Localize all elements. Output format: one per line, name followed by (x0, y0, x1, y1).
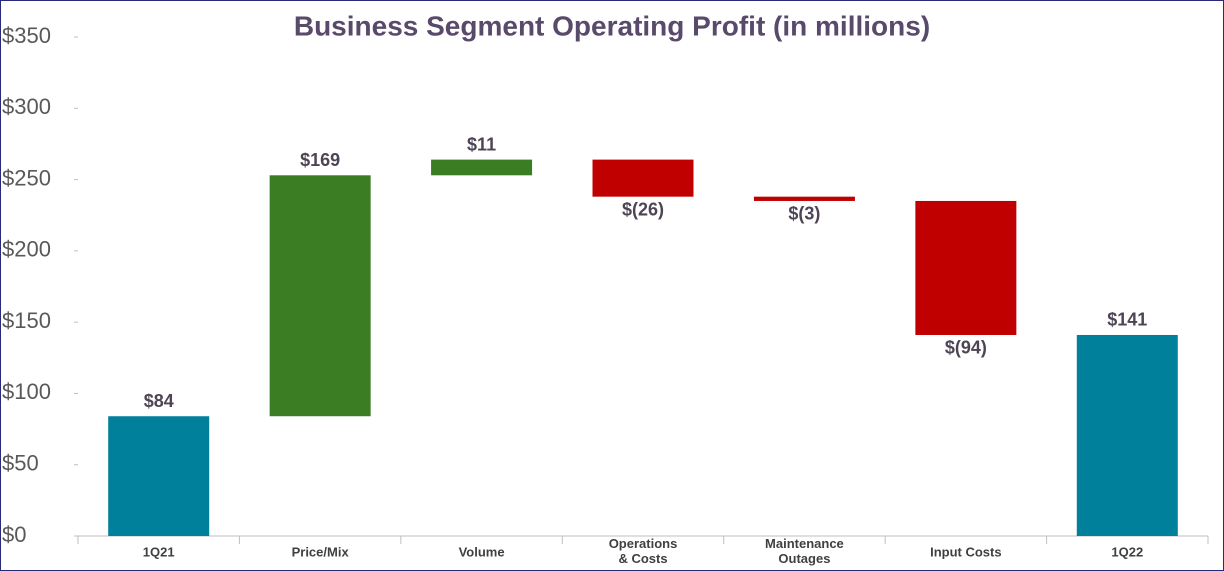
data-label: $141 (1107, 310, 1147, 330)
data-label: $11 (467, 134, 496, 154)
y-tick-label: $250 (2, 165, 51, 190)
x-tick-label: Volume (459, 544, 505, 559)
data-label: $(3) (788, 204, 820, 224)
y-tick-label: $50 (2, 451, 39, 476)
bar (269, 175, 371, 417)
bar (431, 159, 533, 176)
x-tick-label: Maintenance Outages (765, 536, 844, 566)
x-tick-label: Input Costs (930, 544, 1002, 559)
y-tick-label: $0 (2, 522, 26, 547)
bar (592, 159, 694, 197)
y-tick-label: $350 (2, 23, 51, 48)
y-tick-label: $300 (2, 94, 51, 119)
bar (108, 416, 210, 536)
data-label: $84 (144, 391, 174, 411)
data-label: $(26) (622, 199, 664, 219)
x-tick-label: Price/Mix (292, 544, 350, 559)
data-label: $169 (300, 150, 340, 170)
y-tick-label: $100 (2, 379, 51, 404)
x-tick-label: Operations & Costs (609, 536, 678, 566)
chart-title: Business Segment Operating Profit (in mi… (294, 10, 930, 41)
data-label: $(94) (945, 338, 987, 358)
y-tick-label: $150 (2, 308, 51, 333)
bar (915, 200, 1017, 335)
bar (753, 196, 855, 201)
x-tick-label: 1Q22 (1111, 544, 1143, 559)
x-tick-label: 1Q21 (143, 544, 175, 559)
bar (1076, 334, 1178, 536)
y-tick-label: $200 (2, 237, 51, 262)
